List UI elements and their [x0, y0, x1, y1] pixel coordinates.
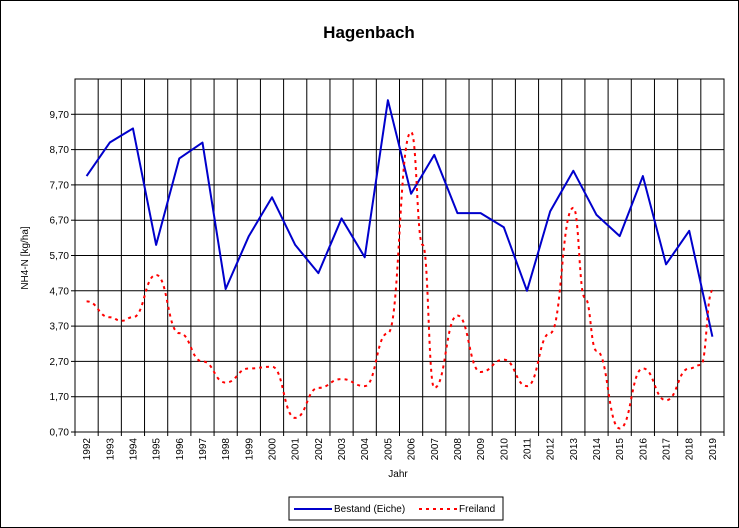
x-tick-label: 2005 — [383, 438, 394, 461]
y-tick-label: 0,70 — [50, 428, 70, 439]
x-tick-label: 1994 — [128, 438, 139, 461]
plot-border — [74, 78, 725, 433]
x-tick-label: 2013 — [569, 438, 580, 461]
x-tick-label: 1997 — [198, 438, 209, 461]
x-tick-label: 1998 — [221, 438, 232, 461]
series-line-bestand — [85, 99, 714, 337]
x-tick-label: 2000 — [268, 438, 279, 461]
y-axis-label: NH4-N [kg/ha] — [20, 226, 31, 290]
x-tick-label: 2010 — [499, 438, 510, 461]
x-tick-label: 2018 — [685, 438, 696, 461]
y-tick-label: 5,70 — [50, 251, 70, 262]
x-tick-label: 2003 — [337, 438, 348, 461]
x-tick-label: 1993 — [105, 438, 116, 461]
x-tick-label: 2014 — [592, 438, 603, 461]
y-tick-label: 9,70 — [50, 110, 70, 121]
x-tick-label: 1996 — [175, 438, 186, 461]
series-line-freiland — [86, 130, 714, 430]
x-tick-label: 2011 — [522, 438, 533, 460]
x-tick-label: 2019 — [708, 438, 719, 461]
y-tick-label: 2,70 — [50, 357, 70, 368]
x-tick-label: 2016 — [638, 438, 649, 461]
x-tick-label: 2004 — [360, 438, 371, 461]
x-tick-label: 1992 — [82, 438, 93, 461]
y-tick-labels: 0,70 1,70 2,70 3,70 4,70 5,70 6,70 7,70 8,70 9,70 — [50, 110, 70, 439]
y-tick-label: 1,70 — [50, 392, 70, 403]
y-tick-label: 4,70 — [50, 286, 70, 297]
legend-label-bestand: Bestand (Eiche) — [334, 504, 405, 515]
x-tick-label: 1999 — [244, 438, 255, 461]
x-tick-label: 2012 — [546, 438, 557, 461]
y-tick-label: 8,70 — [50, 145, 70, 156]
x-tick-label: 2017 — [662, 438, 673, 461]
x-tick-label: 2009 — [476, 438, 487, 461]
chart-title: Hagenbach — [323, 23, 415, 42]
x-tick-labels: 1992 1993 1994 1995 1996 1997 1998 1999 2000 2001… — [82, 438, 719, 461]
x-tick-label: 2015 — [615, 438, 626, 461]
x-tick-label: 2006 — [407, 438, 418, 461]
x-tick-label: 2007 — [430, 438, 441, 461]
legend-box — [288, 496, 504, 521]
x-tick-label: 2002 — [314, 438, 325, 461]
y-tick-label: 6,70 — [50, 216, 70, 227]
series-lines — [85, 99, 714, 430]
x-axis-label: Jahr — [388, 469, 408, 480]
legend: Bestand (Eiche) Freiland — [288, 496, 504, 521]
legend-label-freiland: Freiland — [459, 504, 495, 515]
y-tick-label: 3,70 — [50, 322, 70, 333]
x-tick-label: 2008 — [453, 438, 464, 461]
x-tick-label: 1995 — [152, 438, 163, 461]
y-tick-label: 7,70 — [50, 180, 70, 191]
x-tick-label: 2001 — [291, 438, 302, 461]
